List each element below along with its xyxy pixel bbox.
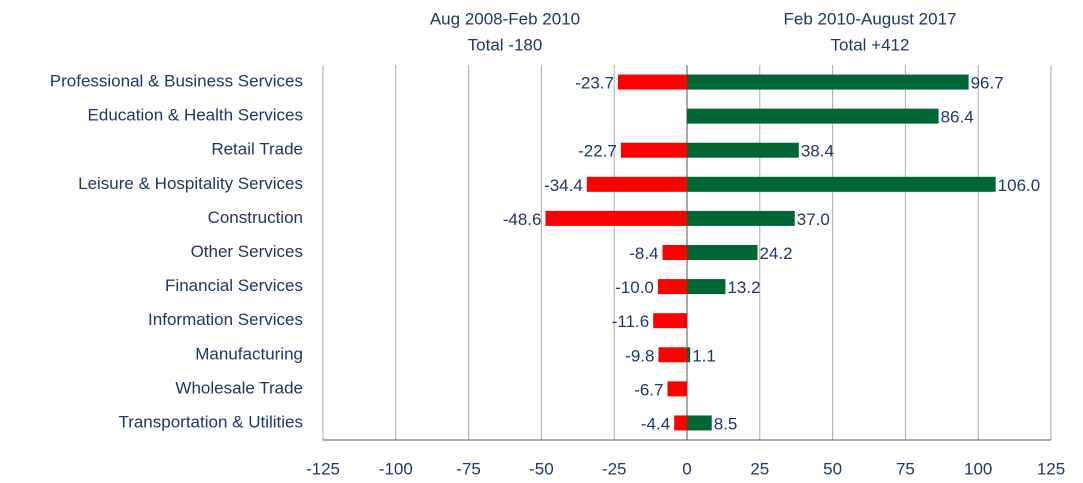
data-label: 86.4: [941, 108, 974, 127]
data-label: 96.7: [971, 74, 1004, 93]
bar: [658, 347, 687, 363]
series-header: Aug 2008-Feb 2010: [430, 9, 580, 28]
data-label: -10.0: [615, 278, 654, 297]
series-total: Total +412: [831, 35, 910, 54]
bar: [657, 279, 687, 295]
data-label: -34.4: [544, 176, 583, 195]
y-tick-label: Leisure & Hospitality Services: [78, 174, 303, 193]
bar: [687, 245, 758, 260]
y-tick-label: Manufacturing: [195, 344, 303, 363]
x-tick-label: -75: [456, 459, 481, 478]
bar: [687, 415, 712, 431]
x-tick-label: 125: [1037, 459, 1065, 478]
bar: [674, 415, 687, 431]
data-label: 1.1: [692, 346, 716, 365]
x-tick-label: 50: [823, 459, 842, 478]
data-label: 38.4: [801, 142, 834, 161]
bar: [687, 176, 996, 192]
data-label: -11.6: [612, 312, 650, 331]
y-tick-label: Professional & Business Services: [50, 72, 303, 91]
x-tick-label: -125: [306, 459, 340, 478]
data-label: 13.2: [727, 278, 760, 297]
bar: [687, 108, 939, 124]
data-label: -4.4: [641, 414, 670, 433]
data-label: 106.0: [998, 176, 1041, 195]
bar: [617, 74, 687, 90]
x-tick-label: 25: [750, 459, 769, 478]
data-label: -6.7: [634, 380, 663, 399]
x-tick-label: 100: [964, 459, 992, 478]
bar: [687, 210, 795, 226]
data-label: -8.4: [629, 244, 658, 263]
y-tick-label: Construction: [208, 208, 303, 227]
y-tick-label: Financial Services: [165, 276, 303, 295]
bar: [687, 74, 969, 90]
bar: [545, 210, 687, 226]
series-total: Total -180: [468, 35, 543, 54]
data-label: 24.2: [759, 244, 792, 263]
bar: [667, 381, 687, 397]
data-label: 37.0: [797, 210, 830, 229]
data-label: -48.6: [503, 210, 542, 229]
y-tick-label: Retail Trade: [211, 140, 303, 159]
y-tick-label: Wholesale Trade: [175, 378, 303, 397]
bar: [586, 176, 687, 192]
data-label: -9.8: [625, 346, 654, 365]
data-label: -23.7: [575, 74, 614, 93]
bar: [687, 142, 799, 158]
bar: [687, 279, 726, 295]
data-label: -22.7: [578, 142, 617, 161]
x-tick-label: -25: [602, 459, 627, 478]
x-tick-label: -100: [379, 459, 413, 478]
y-tick-label: Transportation & Utilities: [118, 412, 303, 431]
bar: [662, 245, 687, 260]
bar: [687, 347, 691, 363]
bar: [620, 142, 687, 158]
x-tick-label: -50: [529, 459, 554, 478]
y-tick-label: Other Services: [191, 242, 303, 261]
y-tick-label: Information Services: [148, 310, 303, 329]
y-tick-label: Education & Health Services: [88, 106, 303, 125]
data-label: 8.5: [714, 414, 738, 433]
x-tick-label: 75: [896, 459, 915, 478]
series-header: Feb 2010-August 2017: [784, 9, 957, 28]
x-tick-label: 0: [682, 459, 691, 478]
bar: [653, 313, 687, 329]
